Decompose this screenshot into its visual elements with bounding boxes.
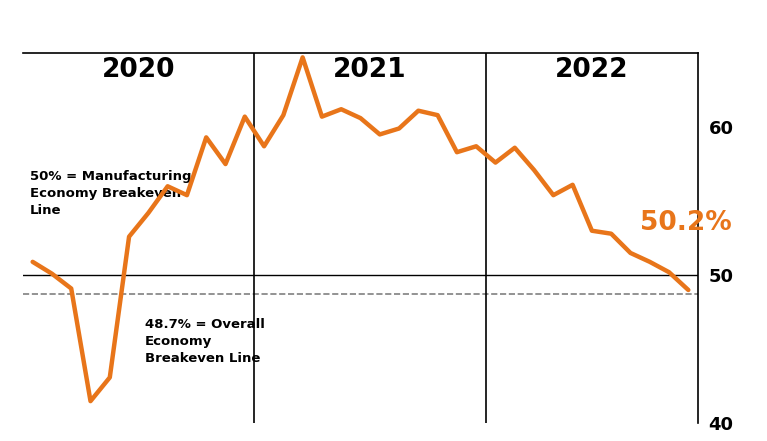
Text: 2020: 2020 (102, 57, 176, 83)
Text: 48.7% = Overall
Economy
Breakeven Line: 48.7% = Overall Economy Breakeven Line (144, 318, 265, 365)
Text: 2021: 2021 (334, 57, 407, 83)
Text: 50.2%: 50.2% (640, 210, 732, 236)
Text: 2022: 2022 (555, 57, 629, 83)
Text: 50% = Manufacturing
Economy Breakeven
Line: 50% = Manufacturing Economy Breakeven Li… (30, 170, 191, 217)
